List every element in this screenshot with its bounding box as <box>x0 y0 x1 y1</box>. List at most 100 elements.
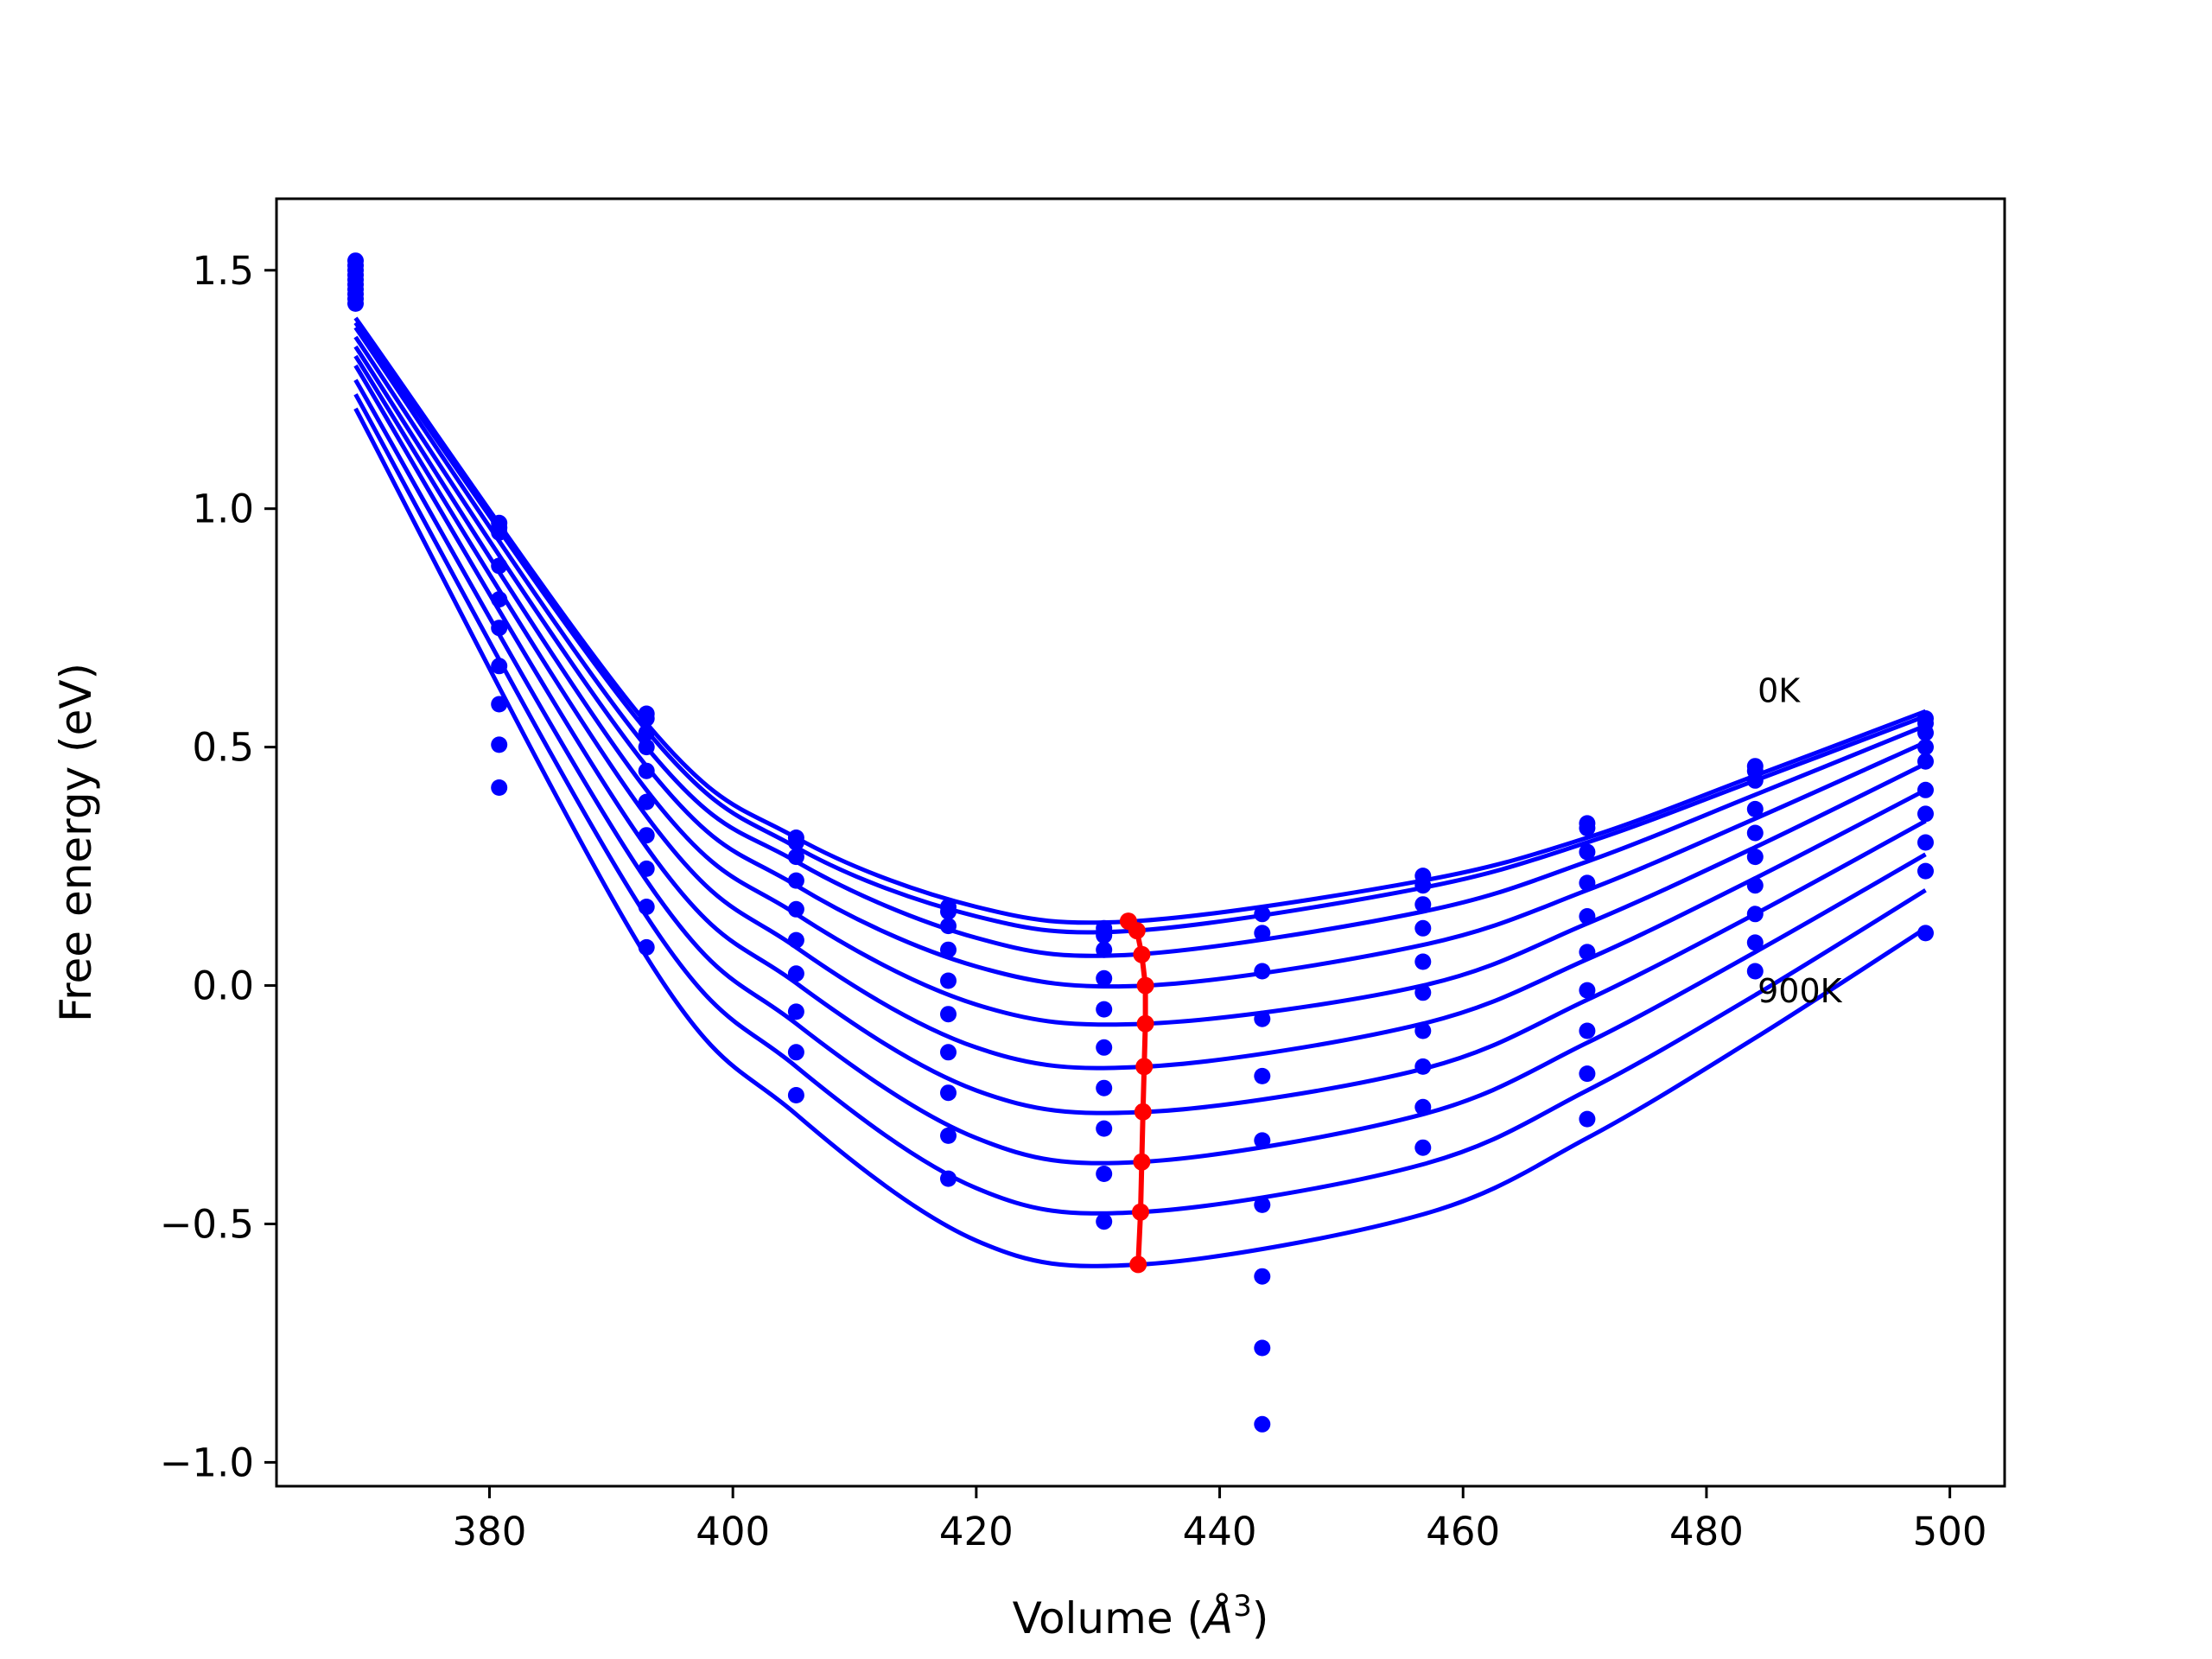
data-point-5-5 <box>1096 1039 1113 1056</box>
fit-curve-9 <box>353 407 1927 1268</box>
data-point-9-7 <box>1414 1139 1432 1156</box>
data-point-2-10 <box>1917 724 1934 741</box>
data-point-7-4 <box>940 1084 957 1102</box>
plot-frame <box>275 197 2006 1488</box>
data-point-1-2 <box>638 710 655 727</box>
data-point-2-8 <box>1579 843 1596 861</box>
data-point-8-3 <box>787 1044 804 1061</box>
data-point-3-3 <box>787 872 804 889</box>
minimum-line <box>1126 919 1148 1265</box>
y-tick-label: −0.5 <box>160 1201 254 1247</box>
minimum-point-4 <box>1136 1014 1154 1033</box>
data-point-4-2 <box>638 762 655 779</box>
data-point-6-1 <box>491 658 508 675</box>
fit-curve-4 <box>353 345 1927 1027</box>
annotations: 0K 900K <box>1758 671 1843 1010</box>
data-point-4-9 <box>1746 824 1764 842</box>
data-point-9-6 <box>1254 1415 1271 1433</box>
data-point-1-3 <box>787 834 804 851</box>
minimum-point-7 <box>1133 1153 1151 1171</box>
data-point-3-6 <box>1254 1010 1271 1027</box>
y-tick-label: 1.0 <box>192 486 254 532</box>
data-point-5-4 <box>940 1006 957 1023</box>
x-tick-label: 420 <box>939 1509 1014 1554</box>
curve-annotation-0: 0K <box>1758 671 1801 709</box>
data-point-4-4 <box>940 972 957 989</box>
data-point-4-7 <box>1414 953 1432 970</box>
data-point-8-10 <box>1917 862 1934 880</box>
data-point-2-1 <box>491 524 508 541</box>
fit-curve-8 <box>353 393 1927 1216</box>
data-point-7-1 <box>491 696 508 713</box>
data-point-8-1 <box>491 736 508 753</box>
data-point-8-2 <box>638 899 655 915</box>
x-tick-label: 460 <box>1426 1509 1500 1554</box>
data-point-9-2 <box>638 938 655 956</box>
data-point-3-4 <box>940 941 957 958</box>
data-point-6-5 <box>1096 1079 1113 1096</box>
data-point-7-10 <box>1917 834 1934 851</box>
fit-curve-3 <box>353 335 1927 989</box>
data-point-1-4 <box>940 903 957 920</box>
data-point-3-1 <box>491 557 508 575</box>
data-point-9-9 <box>1746 963 1764 980</box>
minimum-point-1 <box>1128 922 1146 940</box>
data-point-1-5 <box>1096 927 1113 944</box>
data-point-7-5 <box>1096 1120 1113 1137</box>
data-point-9-8 <box>1579 1110 1596 1128</box>
data-point-9-5 <box>1096 1213 1113 1230</box>
data-point-6-9 <box>1746 877 1764 894</box>
data-point-4-1 <box>491 591 508 608</box>
data-point-2-3 <box>787 849 804 866</box>
data-point-3-2 <box>638 739 655 756</box>
data-point-0-6 <box>1254 906 1271 923</box>
data-point-4-3 <box>787 900 804 918</box>
minimum-point-9 <box>1129 1255 1147 1274</box>
x-tick-label: 380 <box>453 1509 527 1554</box>
data-point-6-8 <box>1579 982 1596 999</box>
y-tick-label: −1.0 <box>160 1440 254 1485</box>
x-tick-label: 500 <box>1913 1509 1987 1554</box>
data-point-1-6 <box>1254 925 1271 942</box>
data-point-3-5 <box>1096 969 1113 987</box>
x-tick-label: 440 <box>1183 1509 1257 1554</box>
data-point-8-6 <box>1254 1339 1271 1357</box>
x-axis-label: Volume (Å3) <box>1013 1589 1269 1643</box>
data-point-4-10 <box>1917 753 1934 770</box>
data-point-2-6 <box>1254 963 1271 980</box>
minimum-point-2 <box>1133 945 1151 963</box>
data-point-9-3 <box>787 1087 804 1103</box>
fit-curves <box>353 316 1927 1268</box>
y-tick-label: 0.5 <box>192 725 254 771</box>
data-point-2-2 <box>638 724 655 741</box>
data-point-9-4 <box>940 1170 957 1187</box>
data-point-3-9 <box>1746 800 1764 817</box>
data-point-2-7 <box>1414 896 1432 913</box>
minimum-locus <box>1119 912 1154 1274</box>
data-point-5-6 <box>1254 1132 1271 1149</box>
data-point-6-2 <box>638 827 655 844</box>
data-point-8-5 <box>1096 1166 1113 1182</box>
data-point-8-8 <box>1579 1065 1596 1083</box>
data-point-1-8 <box>1579 819 1596 836</box>
data-point-2-5 <box>1096 941 1113 958</box>
y-tick-label: 0.0 <box>192 963 254 1009</box>
data-point-8-4 <box>940 1127 957 1144</box>
data-point-6-4 <box>940 1044 957 1061</box>
data-point-7-3 <box>787 1003 804 1020</box>
minimum-point-8 <box>1132 1203 1149 1221</box>
data-point-8-9 <box>1746 934 1764 951</box>
data-point-5-2 <box>638 793 655 810</box>
data-point-4-8 <box>1579 908 1596 925</box>
fit-curve-5 <box>353 354 1927 1071</box>
x-axis-ticks: 380 400 420 440 460 480 500 <box>453 1486 1987 1554</box>
data-points <box>347 252 1934 1433</box>
data-point-3-7 <box>1414 919 1432 937</box>
data-point-5-10 <box>1917 781 1934 798</box>
data-point-9-10 <box>1917 925 1934 942</box>
fit-curve-7 <box>353 378 1927 1166</box>
data-point-7-2 <box>638 860 655 877</box>
data-point-6-7 <box>1414 1022 1432 1039</box>
